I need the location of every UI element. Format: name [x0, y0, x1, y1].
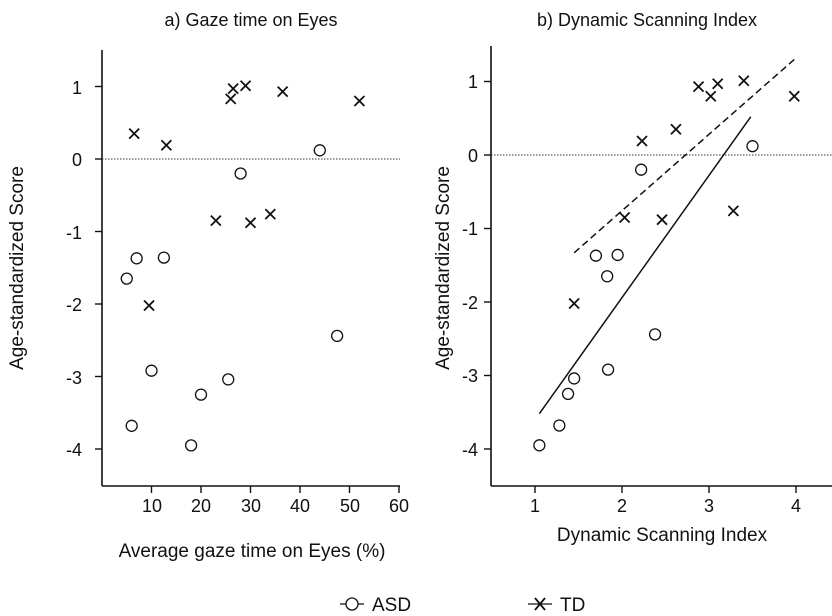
- panel-b-title: b) Dynamic Scanning Index: [537, 10, 757, 30]
- panel-b-td-point: [636, 135, 648, 147]
- panel-b-plot-area: [484, 46, 832, 493]
- panel-a-td-point: [353, 95, 366, 107]
- panel-b-td-point: [705, 90, 717, 102]
- panel-b-ytick: 1: [468, 72, 478, 92]
- panel-a-asd-point: [157, 251, 171, 264]
- panel-b-asd-point: [533, 439, 546, 452]
- legend-item-asd: ASD: [340, 595, 411, 616]
- panel-a-asd-point: [130, 252, 143, 265]
- panel-b-x-ticks: 1 2 3 4: [530, 496, 801, 516]
- panel-a-ytick: -3: [66, 368, 82, 388]
- panel-a-title: a) Gaze time on Eyes: [164, 10, 337, 30]
- panel-a-td-point: [264, 208, 276, 220]
- panel-b-asd-point: [634, 163, 648, 176]
- panel-a-xtick: 10: [142, 496, 162, 516]
- panel-a-y-ticks: 1 0 -1 -2 -3 -4: [66, 78, 82, 460]
- panel-b-ytick: -1: [462, 219, 478, 239]
- panel-a-td-point: [128, 127, 140, 140]
- panel-b-asd-point: [601, 363, 615, 376]
- panel-a-td-point: [244, 217, 257, 229]
- panel-a-xtick: 20: [191, 496, 211, 516]
- panel-a-asd-point: [330, 329, 344, 343]
- panel-b-y-ticks: 1 0 -1 -2 -3 -4: [462, 72, 478, 460]
- panel-a-asd-point: [234, 167, 247, 180]
- panel-a: a) Gaze time on Eyes 1 0 -1 -2 -3 -4 10 …: [7, 10, 409, 562]
- panel-b-xtick: 4: [791, 496, 801, 516]
- panel-b-asd-point: [746, 140, 759, 153]
- panel-a-x-label: Average gaze time on Eyes (%): [119, 541, 386, 562]
- legend-asd-circle-icon: [345, 597, 359, 611]
- panel-a-td-point: [227, 83, 239, 95]
- panel-b-td-point: [738, 75, 750, 87]
- panel-b-ytick: -3: [462, 366, 478, 386]
- panel-a-xtick: 60: [389, 496, 409, 516]
- panel-a-ytick: 0: [72, 150, 82, 170]
- panel-a-asd-point: [222, 373, 235, 386]
- panel-a-td-point: [277, 85, 289, 98]
- panel-a-ytick: -1: [66, 223, 82, 243]
- panel-a-xtick: 40: [290, 496, 310, 516]
- panel-b-ytick: 0: [468, 146, 478, 166]
- panel-b-asd-point: [568, 372, 581, 385]
- panel-a-asd-point: [120, 272, 133, 285]
- panel-a-td-point: [210, 214, 222, 227]
- panel-b-asd-fit-line: [538, 116, 752, 415]
- panel-b-asd-point: [611, 248, 624, 262]
- panel-a-asd-point: [194, 388, 208, 401]
- panel-b-asd-point: [648, 328, 662, 341]
- panel-b-td-point: [788, 90, 800, 102]
- panel-a-td-point: [160, 139, 172, 151]
- panel-b-xtick: 1: [530, 496, 540, 516]
- panel-a-asd-point: [313, 144, 326, 157]
- panel-a-asd-point: [125, 419, 138, 432]
- panel-a-td-point: [225, 93, 237, 105]
- panel-b-asd-point: [601, 270, 614, 283]
- panel-a-y-label: Age-standardized Score: [7, 166, 28, 370]
- panel-a-ytick: -4: [66, 440, 82, 460]
- panel-a-asd-point: [184, 439, 198, 452]
- panel-a-ytick: -2: [66, 295, 82, 315]
- panel-b-asd-point: [589, 249, 603, 262]
- panel-b-ytick: -2: [462, 293, 478, 313]
- panel-a-xtick: 50: [340, 496, 360, 516]
- panel-a-asd-point: [145, 364, 158, 377]
- panel-a-ytick: 1: [72, 78, 82, 98]
- legend: ASD TD: [340, 595, 585, 616]
- panel-b-td-point: [712, 78, 724, 90]
- panel-b-asd-point: [553, 419, 566, 432]
- panel-b-x-label: Dynamic Scanning Index: [557, 525, 768, 546]
- legend-item-td: TD: [528, 595, 585, 616]
- panel-a-td-point: [143, 299, 155, 312]
- panel-b-ytick: -4: [462, 440, 478, 460]
- panel-a-x-ticks: 10 20 30 40 50 60: [142, 496, 409, 516]
- panel-a-xtick: 30: [241, 496, 261, 516]
- legend-td-cross-icon: [534, 597, 546, 611]
- panel-b-td-point: [568, 297, 580, 310]
- panel-b: b) Dynamic Scanning Index 1 0 -1 -2 -3 -…: [433, 10, 832, 546]
- panel-b-xtick: 3: [704, 496, 714, 516]
- panel-b-td-point: [692, 81, 705, 93]
- panel-a-plot-area: [95, 50, 400, 493]
- panel-b-td-fit-line: [573, 58, 795, 254]
- panel-b-td-point: [727, 205, 739, 217]
- legend-td-label: TD: [560, 595, 585, 616]
- legend-asd-label: ASD: [372, 595, 411, 616]
- panel-a-td-point: [239, 80, 252, 92]
- panel-b-asd-point: [561, 387, 575, 401]
- panel-b-td-point: [618, 211, 631, 224]
- panel-b-y-label: Age-standardized Score: [433, 166, 454, 370]
- panel-b-td-point: [656, 214, 668, 226]
- panel-b-xtick: 2: [617, 496, 627, 516]
- panel-b-td-point: [670, 123, 682, 135]
